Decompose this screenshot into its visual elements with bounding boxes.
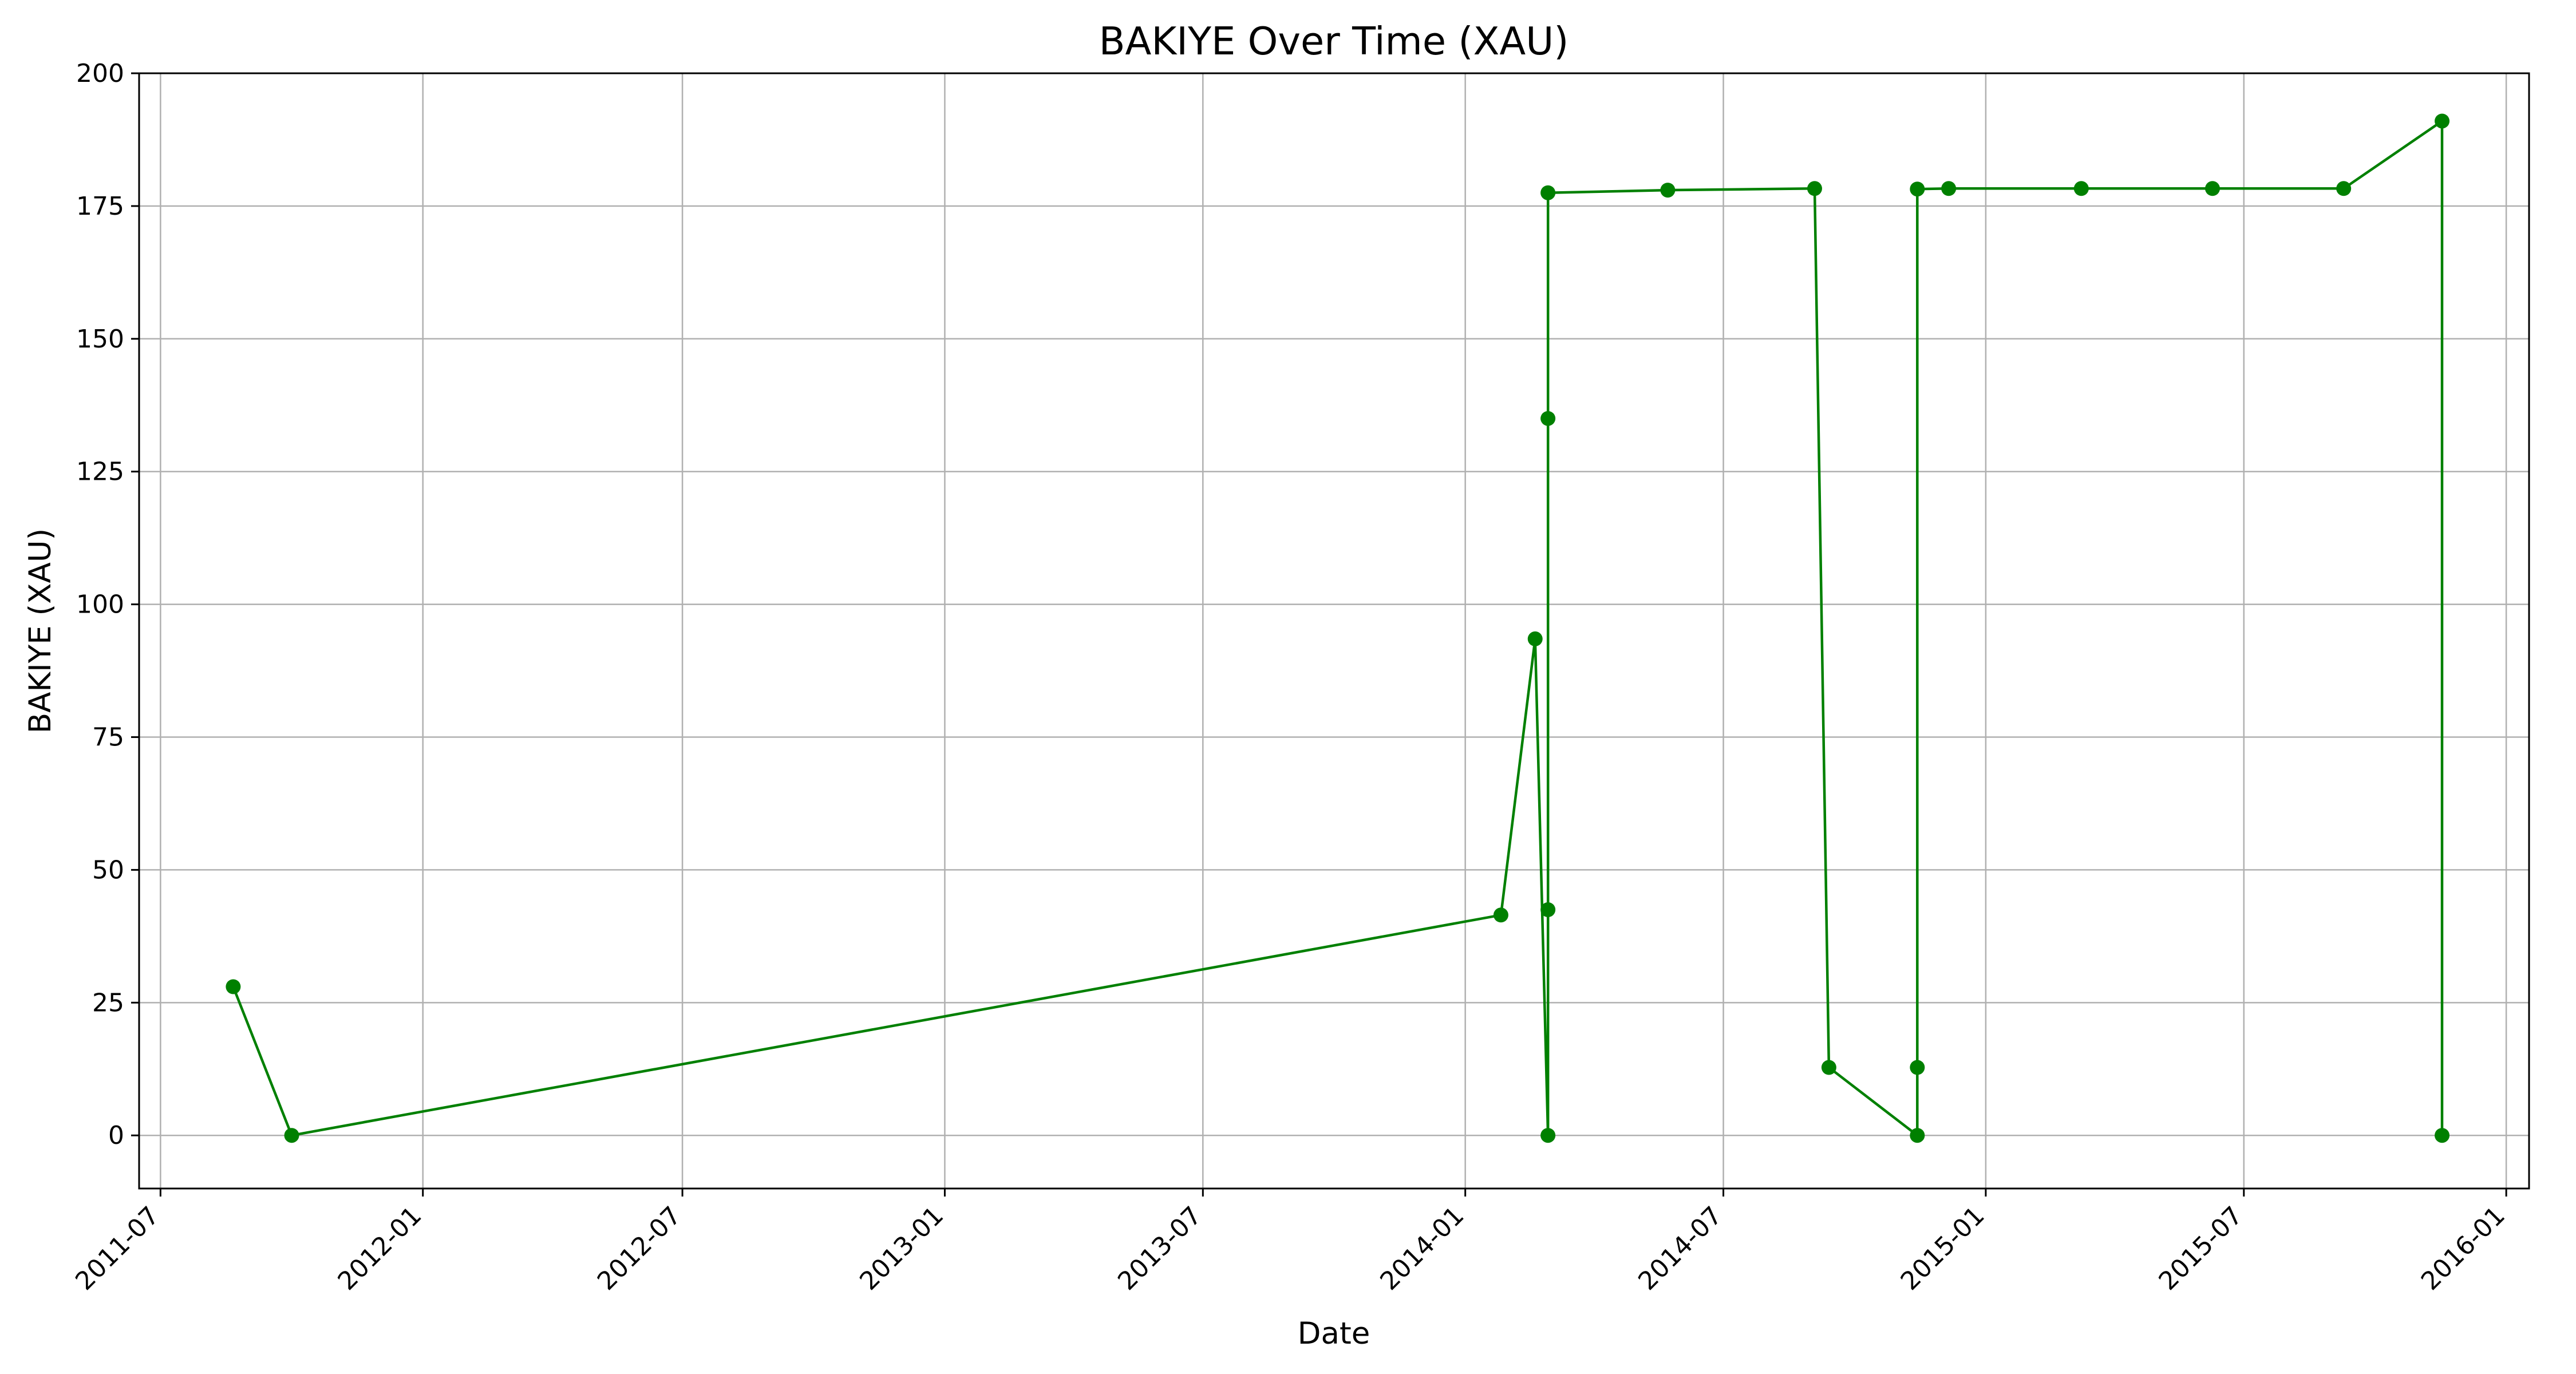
data-point xyxy=(1540,185,1556,200)
y-tick-label: 100 xyxy=(76,590,124,619)
data-point xyxy=(2073,181,2089,196)
data-point xyxy=(284,1128,299,1143)
series-layer xyxy=(226,113,2450,1143)
data-point xyxy=(2435,1128,2450,1143)
plot-frame xyxy=(138,72,2530,1190)
data-point xyxy=(1807,181,1822,196)
data-point xyxy=(1910,1128,1925,1143)
data-point xyxy=(2435,113,2450,129)
y-tick-label: 75 xyxy=(92,723,124,752)
data-point xyxy=(2336,181,2352,196)
y-tick-label: 25 xyxy=(92,988,124,1017)
data-point xyxy=(1540,902,1556,917)
data-point xyxy=(1540,1128,1556,1143)
x-axis-label: Date xyxy=(1298,1316,1370,1351)
chart-title: BAKIYE Over Time (XAU) xyxy=(1099,19,1569,64)
y-axis-ticks: 0 25 50 75 100 125 150 175 200 xyxy=(76,59,139,1150)
y-tick-label: 175 xyxy=(76,192,124,221)
data-point xyxy=(1941,181,1957,196)
data-point xyxy=(1821,1060,1836,1075)
y-tick-label: 200 xyxy=(76,59,124,88)
y-tick-label: 0 xyxy=(108,1121,124,1150)
data-point xyxy=(1910,1060,1925,1075)
y-tick-label: 125 xyxy=(76,457,124,487)
data-point xyxy=(1527,631,1543,646)
series-line xyxy=(232,120,2444,1137)
data-point xyxy=(1540,410,1556,426)
data-point xyxy=(1493,907,1508,923)
data-point xyxy=(2204,181,2220,196)
y-tick-label: 50 xyxy=(92,855,124,885)
data-point xyxy=(226,979,241,994)
data-point xyxy=(1660,183,1676,198)
data-point xyxy=(1910,181,1925,197)
y-axis-label: BAKIYE (XAU) xyxy=(23,528,58,733)
y-tick-label: 150 xyxy=(76,325,124,354)
